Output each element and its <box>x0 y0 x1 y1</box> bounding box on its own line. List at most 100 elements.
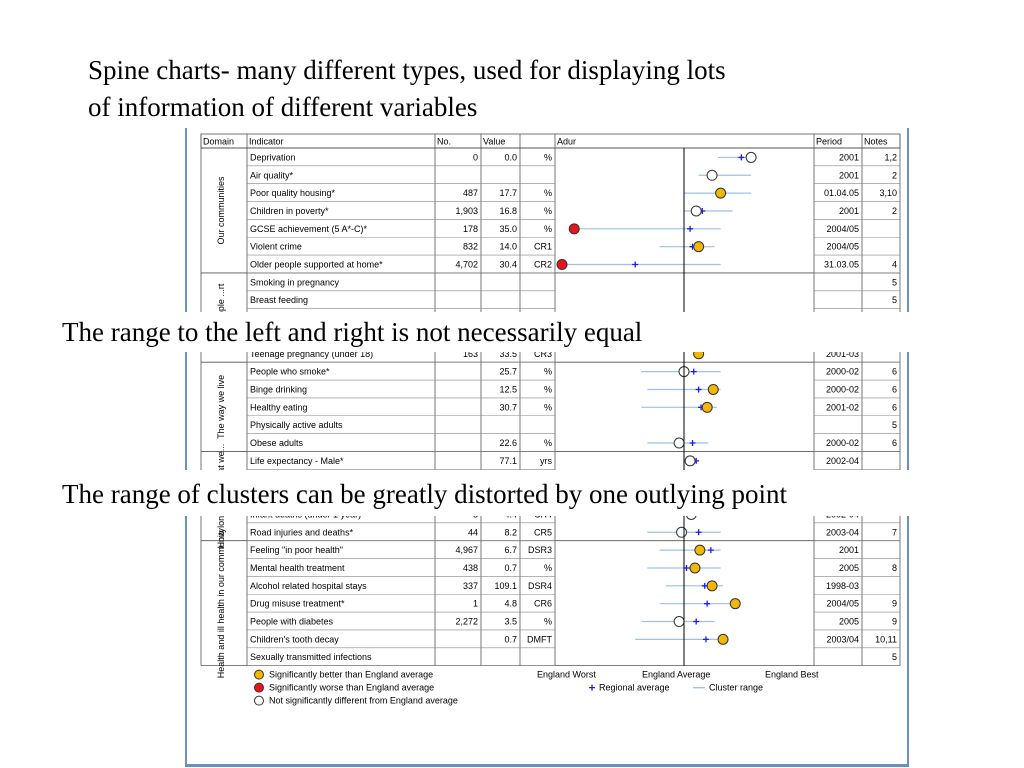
row-unit: % <box>544 206 552 216</box>
row-notes: 4 <box>892 260 897 270</box>
regional-average-mark <box>738 154 745 161</box>
row-indicator: Physically active adults <box>250 420 343 430</box>
row-unit: CR1 <box>534 242 552 252</box>
legend-label: Significantly better than England averag… <box>269 670 433 680</box>
row-period: 2001-03 <box>826 349 859 359</box>
row-count: 1,903 <box>455 206 478 216</box>
row-notes: 7 <box>892 527 897 537</box>
spine-chart: Domain Indicator No. Value Adur Period Notes Ou… <box>200 133 901 706</box>
row-value: 30.7 <box>499 402 517 412</box>
area-value-marker <box>694 544 706 556</box>
legend-regional-icon <box>589 684 595 691</box>
row-count: 1 <box>473 599 478 609</box>
area-value-marker <box>717 633 729 645</box>
regional-average-mark <box>695 386 702 393</box>
spine-label-average: England Average <box>642 670 710 680</box>
row-period: 2001 <box>839 170 859 180</box>
row-indicator: Healthy eating <box>250 402 308 412</box>
column-header: No. <box>437 137 451 147</box>
row-unit: % <box>544 563 552 573</box>
row-value: 25.7 <box>499 367 517 377</box>
row-period: 2003-04 <box>826 527 859 537</box>
legend-marker <box>254 669 264 680</box>
row-value: 16.8 <box>499 206 517 216</box>
area-value-marker <box>556 259 568 271</box>
row-indicator: Sexually transmitted infections <box>250 652 372 662</box>
row-value: 0.7 <box>504 563 517 573</box>
row-unit: % <box>544 188 552 198</box>
regional-average-mark <box>704 600 711 607</box>
row-unit: % <box>544 384 552 394</box>
row-value: 33.5 <box>499 349 517 359</box>
regional-average-mark <box>693 618 700 625</box>
spine-label-best: England Best <box>765 670 819 680</box>
row-count: 178 <box>463 224 478 234</box>
row-period: 2000-02 <box>826 438 859 448</box>
row-unit: CR3 <box>534 349 552 359</box>
area-value-marker <box>673 616 685 628</box>
row-period: 2001 <box>839 545 859 555</box>
row-period: 2004/05 <box>826 224 859 234</box>
row-indicator: Life expectancy - Male* <box>250 456 344 466</box>
domain-label: Our communities <box>216 176 226 245</box>
row-unit: % <box>544 617 552 627</box>
row-count: 0 <box>473 152 478 162</box>
row-indicator: Older people supported at home* <box>250 260 383 270</box>
domain-label: The way we live <box>216 375 226 439</box>
row-count: 2,272 <box>455 617 478 627</box>
row-notes: 3,10 <box>879 188 897 198</box>
row-value: 14.0 <box>499 242 517 252</box>
row-notes: 2 <box>892 170 897 180</box>
row-value: 12.5 <box>499 384 517 394</box>
column-header: Adur <box>557 137 576 147</box>
legend-marker <box>254 682 264 693</box>
row-indicator: Poor quality housing* <box>250 188 336 198</box>
row-count: 4,967 <box>455 545 478 555</box>
slide-title-line-2: of information of different variables <box>88 92 478 122</box>
row-count: 487 <box>463 188 478 198</box>
column-header: Indicator <box>249 137 284 147</box>
row-indicator: Drug misuse treatment* <box>250 599 345 609</box>
row-indicator: Feeling "in poor health" <box>250 545 343 555</box>
row-period: 2004/05 <box>826 599 859 609</box>
row-notes: 1,2 <box>884 152 897 162</box>
row-period: 2005 <box>839 563 859 573</box>
row-indicator: Binge drinking <box>250 384 307 394</box>
row-notes: 6 <box>892 367 897 377</box>
area-value-marker <box>715 187 727 199</box>
row-value: 22.6 <box>499 438 517 448</box>
area-value-marker <box>673 437 685 449</box>
row-value: 30.4 <box>499 260 517 270</box>
regional-average-mark <box>690 368 697 375</box>
legend-regional-label: Regional average <box>599 683 670 693</box>
row-period: 01.04.05 <box>824 188 859 198</box>
regional-average-mark <box>632 261 639 268</box>
row-unit: DSR3 <box>528 545 552 555</box>
note-range-band: The range to the left and right is not n… <box>0 312 1024 352</box>
row-notes: 5 <box>892 652 897 662</box>
row-unit: CR2 <box>534 260 552 270</box>
area-value-marker <box>684 455 696 467</box>
row-indicator: People with diabetes <box>250 617 334 627</box>
row-notes: 6 <box>892 384 897 394</box>
row-indicator: Alcohol related hospital stays <box>250 581 367 591</box>
row-count: 163 <box>463 349 478 359</box>
row-period: 2003/04 <box>826 634 859 644</box>
row-period: 2000-02 <box>826 384 859 394</box>
spine-chart-frame: Domain Indicator No. Value Adur Period Notes Ou… <box>185 128 909 767</box>
domain-label: Health and ill health in our community <box>216 528 226 679</box>
row-unit: % <box>544 224 552 234</box>
row-unit: CR5 <box>534 527 552 537</box>
row-notes: 6 <box>892 402 897 412</box>
row-notes: 8 <box>892 563 897 573</box>
row-period: 2001 <box>839 152 859 162</box>
row-value: 3.5 <box>504 617 517 627</box>
area-value-marker <box>706 169 718 181</box>
row-value: 6.7 <box>504 545 517 555</box>
row-indicator: People who smoke* <box>250 367 330 377</box>
row-indicator: Children's tooth decay <box>250 634 339 644</box>
column-header: Period <box>816 137 842 147</box>
area-value-marker <box>707 383 719 395</box>
legend-cluster-label: Cluster range <box>709 683 763 693</box>
note-clusters-text: The range of clusters can be greatly dis… <box>62 479 788 509</box>
